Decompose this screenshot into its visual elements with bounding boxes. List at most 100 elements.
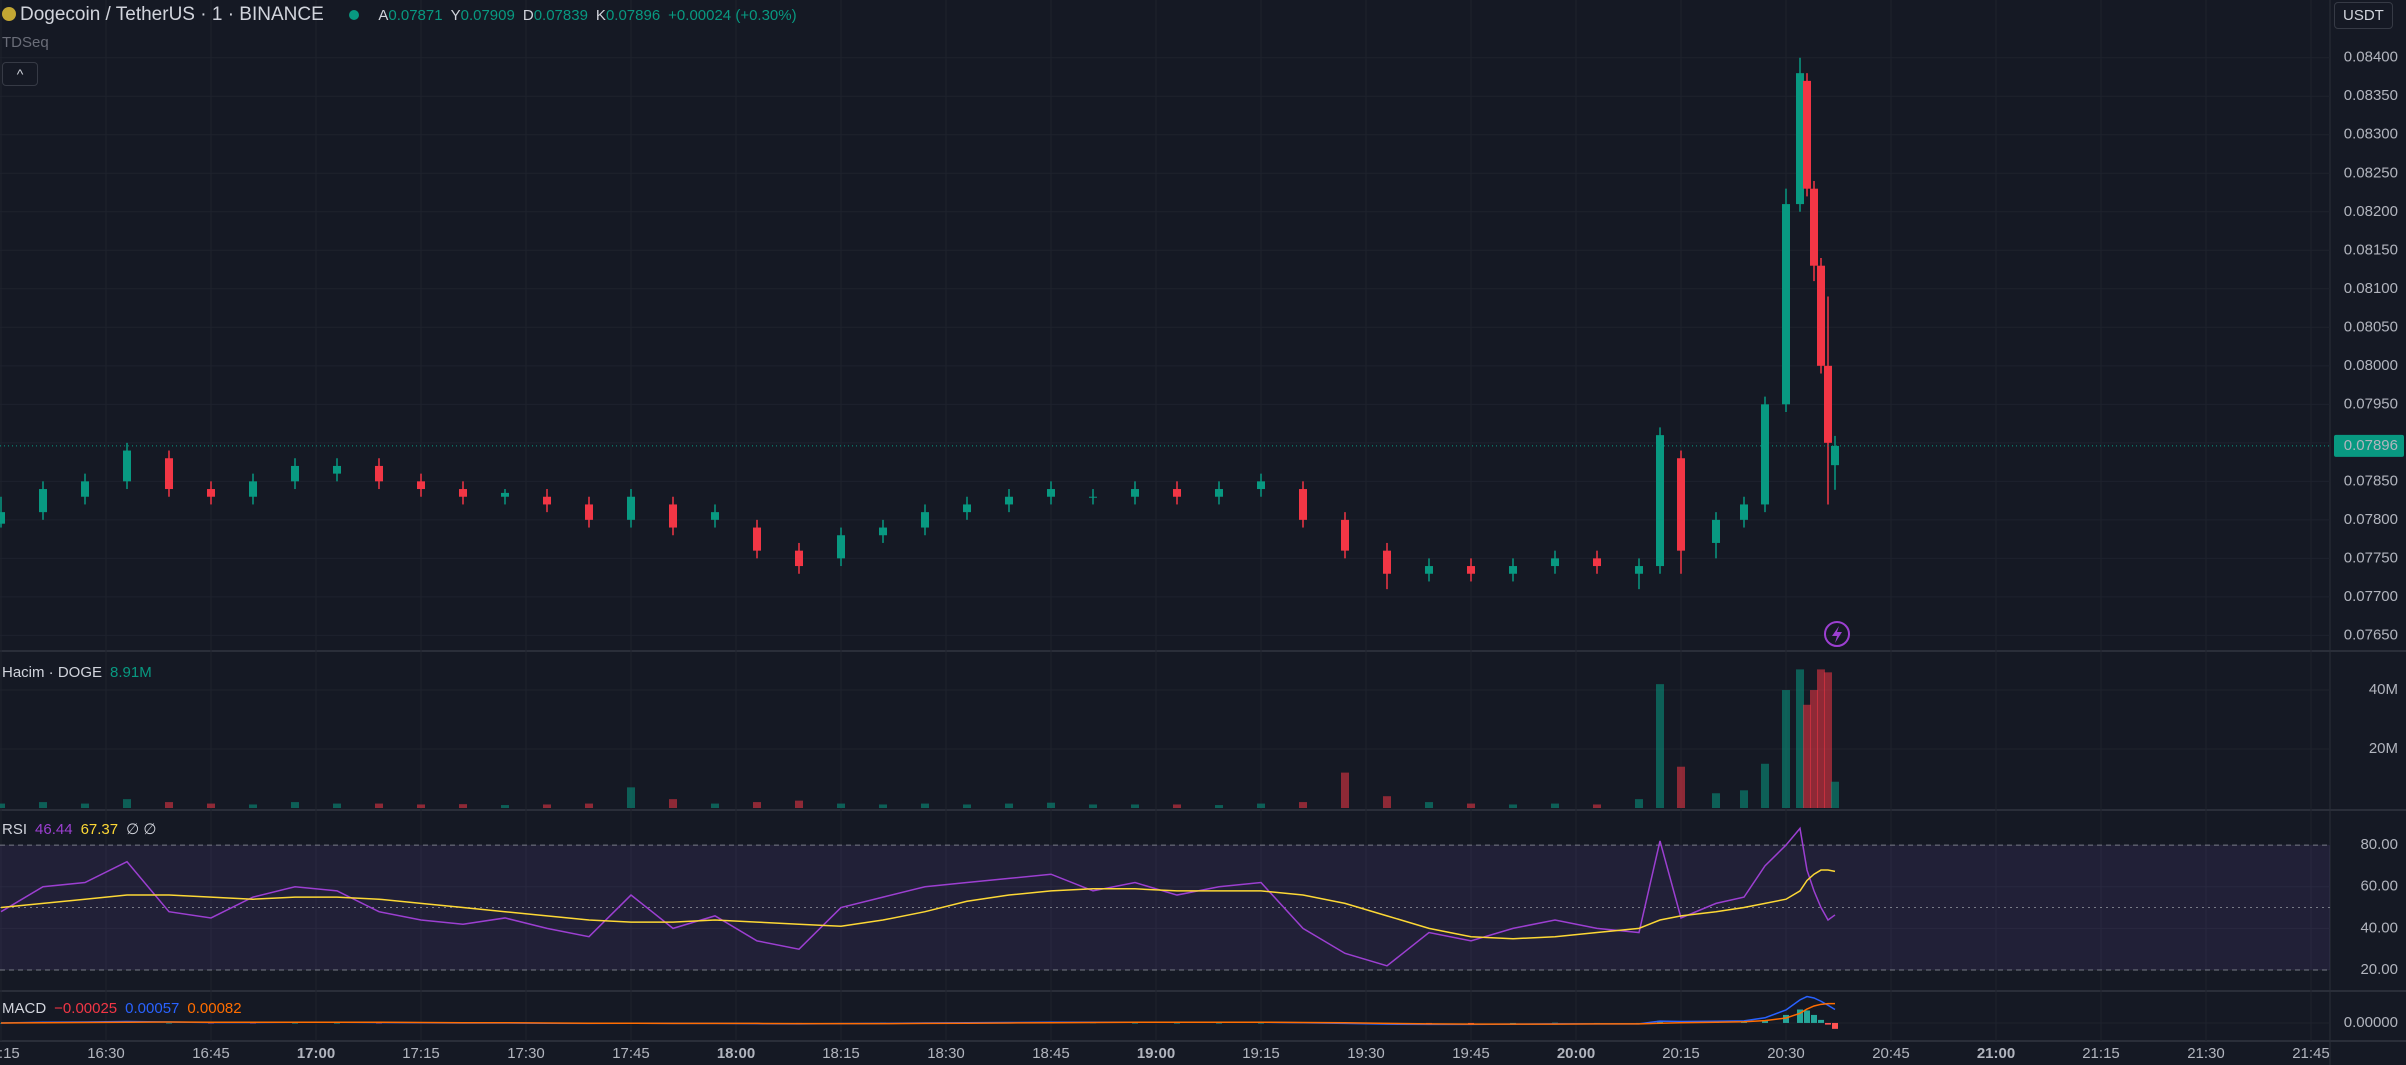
macd-hist-bar (1132, 1022, 1138, 1024)
candle-body (1796, 73, 1804, 205)
ohlc-label: K (595, 7, 606, 24)
x-tick-label: 16:45 (192, 1045, 230, 1062)
macd-hist-bar (1811, 1014, 1817, 1023)
macd-hist-value: −0.00025 (54, 1000, 118, 1017)
symbol-bar: Dogecoin / TetherUS · 1 · BINANCE A0.078… (2, 4, 813, 26)
volume-bar (879, 804, 887, 808)
y-tick-label: 0.07650 (2344, 626, 2398, 643)
alert-icon (1824, 621, 1850, 647)
macd-hist-bar (1804, 1010, 1810, 1023)
candle-body (1467, 566, 1475, 574)
x-tick-label: 17:30 (507, 1045, 545, 1062)
volume-bar (1656, 684, 1664, 808)
macd-hist-bar (334, 1022, 340, 1024)
candle-body (1089, 496, 1097, 498)
volume-bar (1635, 799, 1643, 808)
macd-hist-bar (1818, 1019, 1824, 1023)
x-tick-label: 17:15 (402, 1045, 440, 1062)
y-tick-label: 80.00 (2360, 836, 2398, 853)
collapse-button[interactable]: ^ (2, 62, 38, 86)
candle-body (333, 465, 341, 474)
candle-body (1005, 496, 1013, 505)
volume-bar (1341, 772, 1349, 808)
currency: USDT (2343, 7, 2384, 24)
y-tick-label: 40.00 (2360, 919, 2398, 936)
x-tick-label: 18:30 (927, 1045, 965, 1062)
currency-button[interactable]: USDT (2334, 2, 2393, 29)
volume-bar (1215, 805, 1223, 808)
macd-hist-bar (1797, 1009, 1803, 1023)
rsi-line (0, 826, 1836, 967)
candle-body (753, 527, 761, 551)
y-tick-label: 60.00 (2360, 878, 2398, 895)
candle-body (1551, 558, 1559, 567)
candle-body (1817, 265, 1825, 366)
y-tick-label: 0.07700 (2344, 588, 2398, 605)
macd-signal-line (0, 1002, 1835, 1025)
candle-body (837, 535, 845, 559)
y-tick-label: 0.08400 (2344, 49, 2398, 66)
candle-body (543, 496, 551, 505)
ohlc-label: Y (450, 7, 461, 24)
volume-bar (291, 802, 299, 808)
y-tick-label: 40M (2369, 681, 2398, 698)
candle-body (1761, 404, 1769, 505)
y-tick-label: 0.08000 (2344, 357, 2398, 374)
volume-bar (39, 802, 47, 808)
rsi-ma-value: 67.37 (80, 821, 119, 838)
volume-bar (1740, 790, 1748, 808)
volume-bar (459, 804, 467, 808)
x-tick-label: 16:15 (0, 1045, 20, 1062)
volume-bar (1425, 802, 1433, 808)
volume-bar (753, 802, 761, 808)
candle-body (921, 512, 929, 528)
candle-body (1173, 489, 1181, 497)
x-tick-label: 19:45 (1452, 1045, 1490, 1062)
y-tick-label: 0.08350 (2344, 87, 2398, 104)
candle-body (1635, 566, 1643, 574)
volume-bar (585, 803, 593, 808)
candle-body (1677, 458, 1685, 551)
macd-legend: MACD −0.00025 0.00057 0.00082 (2, 1000, 250, 1017)
price-tag-label: 0.07896 (2344, 437, 2398, 454)
volume-bar (837, 803, 845, 808)
candle-body (795, 550, 803, 567)
macd-hist-bar (1216, 1022, 1222, 1024)
indicator-label[interactable]: TDSeq (2, 34, 57, 51)
candle-body (1824, 365, 1832, 443)
volume-bar (1467, 803, 1475, 808)
ohlc: A0.07871 Y0.07909 D0.07839 K0.07896 +0.00024… (378, 7, 804, 24)
candle-body (291, 465, 299, 482)
candle-body (1383, 550, 1391, 574)
volume-title: Hacim · DOGE (2, 664, 103, 681)
symbol[interactable]: Dogecoin / TetherUS · 1 · BINANCE (20, 4, 324, 25)
candle-body (375, 465, 383, 482)
price-tag (2334, 434, 2404, 457)
candle-body (879, 527, 887, 536)
volume-bar (1803, 704, 1811, 808)
volume-bar (669, 799, 677, 808)
y-tick-label: 20M (2369, 740, 2398, 757)
rsi-na: ∅ ∅ (126, 821, 157, 838)
candle-body (1257, 481, 1265, 490)
ohlc-value: 0.07871 (388, 7, 443, 24)
macd-hist-bar (1657, 1020, 1663, 1023)
volume-bar (375, 803, 383, 808)
macd-title: MACD (2, 1000, 47, 1017)
macd-signal-value: 0.00082 (187, 1000, 242, 1017)
macd-hist-bar (1832, 1022, 1838, 1029)
y-tick-label: 0.07800 (2344, 511, 2398, 528)
candle-body (0, 512, 5, 524)
volume-bar (1796, 669, 1804, 808)
candle-body (1831, 445, 1839, 466)
ohlc-label: A (378, 7, 389, 24)
alert-icon-bolt (1832, 626, 1842, 643)
ohlc-label: D (522, 7, 534, 24)
x-tick-label: 20:45 (1872, 1045, 1910, 1062)
y-tick-label: 0.08150 (2344, 241, 2398, 258)
candle-body (123, 450, 131, 482)
volume-bar (1712, 793, 1720, 808)
y-tick-label: 0.07850 (2344, 472, 2398, 489)
volume-bar (921, 803, 929, 808)
